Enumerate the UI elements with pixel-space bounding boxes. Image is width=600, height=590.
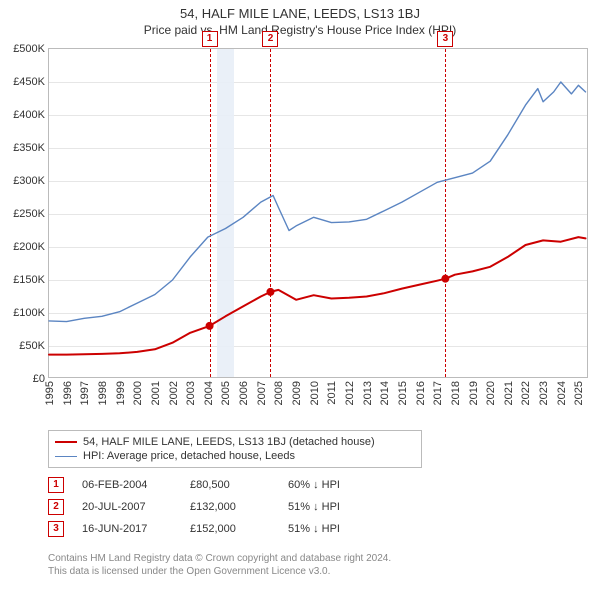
event-number: 1 bbox=[48, 477, 64, 493]
legend-label: HPI: Average price, detached house, Leed… bbox=[83, 450, 295, 462]
x-tick-label: 2004 bbox=[203, 381, 215, 405]
x-tick-label: 2014 bbox=[379, 381, 391, 405]
event-delta: 51% ↓ HPI bbox=[288, 523, 340, 535]
x-tick-label: 2002 bbox=[168, 381, 180, 405]
y-tick-label: £300K bbox=[13, 175, 45, 187]
event-marker-box: 2 bbox=[262, 31, 278, 47]
legend-swatch bbox=[55, 441, 77, 443]
event-date: 16-JUN-2017 bbox=[82, 523, 172, 535]
x-tick-label: 2016 bbox=[415, 381, 427, 405]
x-tick-label: 2018 bbox=[450, 381, 462, 405]
x-tick-label: 2020 bbox=[485, 381, 497, 405]
x-tick-label: 2009 bbox=[291, 381, 303, 405]
event-number: 2 bbox=[48, 499, 64, 515]
legend-swatch bbox=[55, 456, 77, 457]
series-price_paid bbox=[49, 237, 586, 355]
event-number: 3 bbox=[48, 521, 64, 537]
sale-dot bbox=[441, 275, 449, 283]
event-delta: 51% ↓ HPI bbox=[288, 501, 340, 513]
x-tick-label: 2019 bbox=[468, 381, 480, 405]
y-tick-label: £200K bbox=[13, 241, 45, 253]
event-price: £132,000 bbox=[190, 501, 270, 513]
chart-svg bbox=[49, 49, 589, 379]
series-hpi bbox=[49, 82, 586, 322]
y-tick-label: £150K bbox=[13, 274, 45, 286]
x-tick-label: 2021 bbox=[503, 381, 515, 405]
x-tick-label: 2023 bbox=[538, 381, 550, 405]
legend: 54, HALF MILE LANE, LEEDS, LS13 1BJ (det… bbox=[48, 430, 422, 468]
sale-dot bbox=[206, 322, 214, 330]
footer-line2: This data is licensed under the Open Gov… bbox=[48, 565, 391, 578]
event-row: 3 16-JUN-2017 £152,000 51% ↓ HPI bbox=[48, 518, 340, 540]
y-tick-label: £250K bbox=[13, 208, 45, 220]
x-tick-label: 1998 bbox=[97, 381, 109, 405]
sale-dot bbox=[266, 288, 274, 296]
event-marker-box: 1 bbox=[202, 31, 218, 47]
x-tick-label: 2024 bbox=[556, 381, 568, 405]
legend-label: 54, HALF MILE LANE, LEEDS, LS13 1BJ (det… bbox=[83, 436, 375, 448]
x-tick-label: 2005 bbox=[220, 381, 232, 405]
x-tick-label: 2008 bbox=[273, 381, 285, 405]
x-tick-label: 2025 bbox=[573, 381, 585, 405]
x-tick-label: 2013 bbox=[362, 381, 374, 405]
event-row: 1 06-FEB-2004 £80,500 60% ↓ HPI bbox=[48, 474, 340, 496]
y-tick-label: £350K bbox=[13, 142, 45, 154]
x-tick-label: 1995 bbox=[44, 381, 56, 405]
legend-item: HPI: Average price, detached house, Leed… bbox=[55, 449, 415, 463]
chart-title: 54, HALF MILE LANE, LEEDS, LS13 1BJ bbox=[0, 0, 600, 21]
x-tick-label: 2012 bbox=[344, 381, 356, 405]
x-tick-label: 2007 bbox=[256, 381, 268, 405]
x-tick-label: 2010 bbox=[309, 381, 321, 405]
x-tick-label: 2003 bbox=[185, 381, 197, 405]
x-tick-label: 1999 bbox=[115, 381, 127, 405]
x-tick-label: 1996 bbox=[62, 381, 74, 405]
x-tick-label: 2017 bbox=[432, 381, 444, 405]
x-tick-label: 2000 bbox=[132, 381, 144, 405]
x-tick-label: 2006 bbox=[238, 381, 250, 405]
event-price: £80,500 bbox=[190, 479, 270, 491]
footer-line1: Contains HM Land Registry data © Crown c… bbox=[48, 552, 391, 565]
y-tick-label: £500K bbox=[13, 43, 45, 55]
y-tick-label: £100K bbox=[13, 307, 45, 319]
event-delta: 60% ↓ HPI bbox=[288, 479, 340, 491]
events-table: 1 06-FEB-2004 £80,500 60% ↓ HPI 2 20-JUL-2007… bbox=[48, 474, 340, 540]
plot-area: £0£50K£100K£150K£200K£250K£300K£350K£400… bbox=[48, 48, 588, 378]
footer-attribution: Contains HM Land Registry data © Crown c… bbox=[48, 552, 391, 578]
x-tick-label: 1997 bbox=[79, 381, 91, 405]
legend-item: 54, HALF MILE LANE, LEEDS, LS13 1BJ (det… bbox=[55, 435, 415, 449]
event-marker-box: 3 bbox=[437, 31, 453, 47]
y-tick-label: £50K bbox=[19, 340, 45, 352]
event-price: £152,000 bbox=[190, 523, 270, 535]
event-date: 06-FEB-2004 bbox=[82, 479, 172, 491]
x-tick-label: 2011 bbox=[326, 381, 338, 405]
event-date: 20-JUL-2007 bbox=[82, 501, 172, 513]
x-tick-label: 2001 bbox=[150, 381, 162, 405]
x-tick-label: 2022 bbox=[520, 381, 532, 405]
chart-subtitle: Price paid vs. HM Land Registry's House … bbox=[0, 21, 600, 41]
y-tick-label: £450K bbox=[13, 76, 45, 88]
y-tick-label: £400K bbox=[13, 109, 45, 121]
event-row: 2 20-JUL-2007 £132,000 51% ↓ HPI bbox=[48, 496, 340, 518]
x-tick-label: 2015 bbox=[397, 381, 409, 405]
